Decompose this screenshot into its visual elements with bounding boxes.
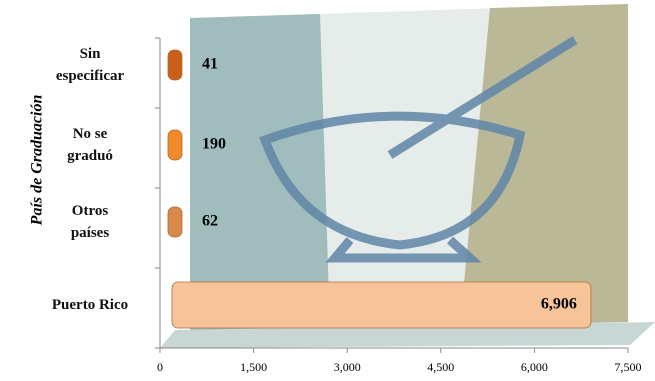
x-tick-label: 1,500: [240, 360, 267, 374]
floor: [160, 322, 655, 348]
value-label: 62: [202, 213, 218, 230]
category-label: Sin especificar: [55, 46, 125, 84]
category-label: No se graduó: [67, 126, 113, 164]
x-tick-label: 6,000: [521, 360, 548, 374]
value-label: 6,906: [541, 296, 577, 313]
backdrop-stripe: [190, 14, 330, 330]
mortar-illustration: [259, 36, 578, 263]
category-label: Otros países: [70, 203, 110, 241]
x-tick-label: 0: [157, 360, 163, 374]
x-tick-label: 7,500: [615, 360, 642, 374]
category-label: Puerto Rico: [51, 297, 129, 313]
value-label: 190: [202, 136, 226, 153]
bar: [167, 129, 183, 161]
bar: [167, 49, 183, 81]
bar: [167, 206, 183, 238]
y-axis-label: País de Graduación: [29, 95, 46, 227]
x-tick-label: 4,500: [427, 360, 454, 374]
bar: [171, 281, 592, 329]
value-label: 41: [202, 56, 218, 73]
x-tick-label: 3,000: [334, 360, 361, 374]
